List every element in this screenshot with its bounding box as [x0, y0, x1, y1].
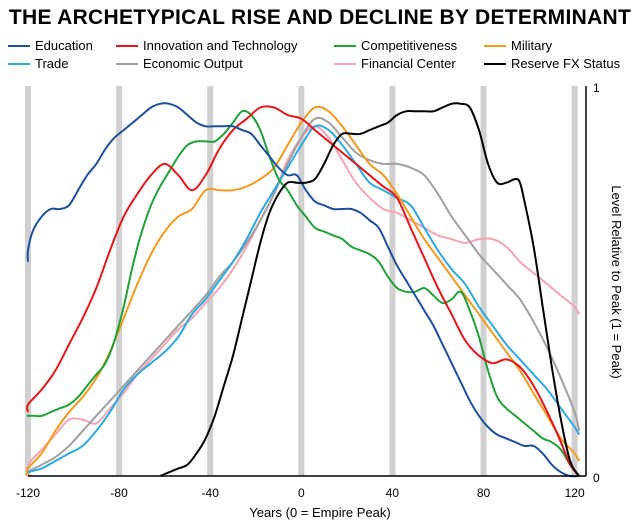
series-line-trade [25, 124, 581, 477]
x-tick-label: -80 [110, 486, 128, 500]
legend-label: Competitiveness [361, 38, 458, 53]
legend-label: Economic Output [143, 56, 243, 71]
x-axis-label: Years (0 = Empire Peak) [249, 505, 391, 520]
y-tick-labels: 01 [593, 81, 600, 485]
legend-swatch [334, 44, 356, 47]
x-tick-label: -40 [202, 486, 220, 500]
chart-title: THE ARCHETYPICAL RISE AND DECLINE BY DET… [8, 6, 632, 29]
x-tick-labels: -120 -80 -40 0 40 80 120 [16, 486, 585, 500]
legend-label: Education [35, 38, 93, 53]
series-line-education [26, 102, 580, 478]
x-tick-label: -120 [16, 486, 40, 500]
legend-swatch [116, 44, 138, 47]
legend-label: Military [511, 38, 553, 53]
x-tick-label: 0 [298, 486, 305, 500]
legend-item-military: Military [484, 38, 552, 53]
legend-label: Reserve FX Status [511, 56, 621, 71]
x-tick-label: 120 [565, 486, 585, 500]
legend-item-economic-output: Economic Output [116, 56, 243, 71]
legend-swatch [334, 62, 356, 65]
series-lines [25, 102, 581, 478]
y-axis-label: Level Relative to Peak (1 = Peak) [609, 185, 624, 378]
legend-label: Innovation and Technology [143, 38, 298, 53]
legend-item-education: Education [8, 38, 93, 53]
legend-swatch [8, 62, 30, 65]
legend-item-financial-center: Financial Center [334, 56, 456, 71]
legend-label: Trade [35, 56, 69, 71]
series-line-innovation-and-technology [25, 105, 580, 477]
legend-swatch [484, 44, 506, 47]
legend-item-innovation-and-technology: Innovation and Technology [116, 38, 297, 53]
x-tick-label: 40 [386, 486, 400, 500]
series-line-reserve-fx-status [159, 102, 581, 477]
legend-swatch [116, 62, 138, 65]
y-tick-label: 0 [593, 471, 600, 485]
legend-item-reserve-fx-status: Reserve FX Status [484, 56, 620, 71]
x-tick-label: 80 [477, 486, 491, 500]
series-line-economic-output [25, 116, 581, 477]
legend-swatch [484, 62, 506, 65]
y-tick-label: 1 [593, 81, 600, 95]
legend-label: Financial Center [361, 56, 456, 71]
legend-item-competitiveness: Competitiveness [334, 38, 457, 53]
legend-swatch [8, 44, 30, 47]
legend-item-trade: Trade [8, 56, 68, 71]
